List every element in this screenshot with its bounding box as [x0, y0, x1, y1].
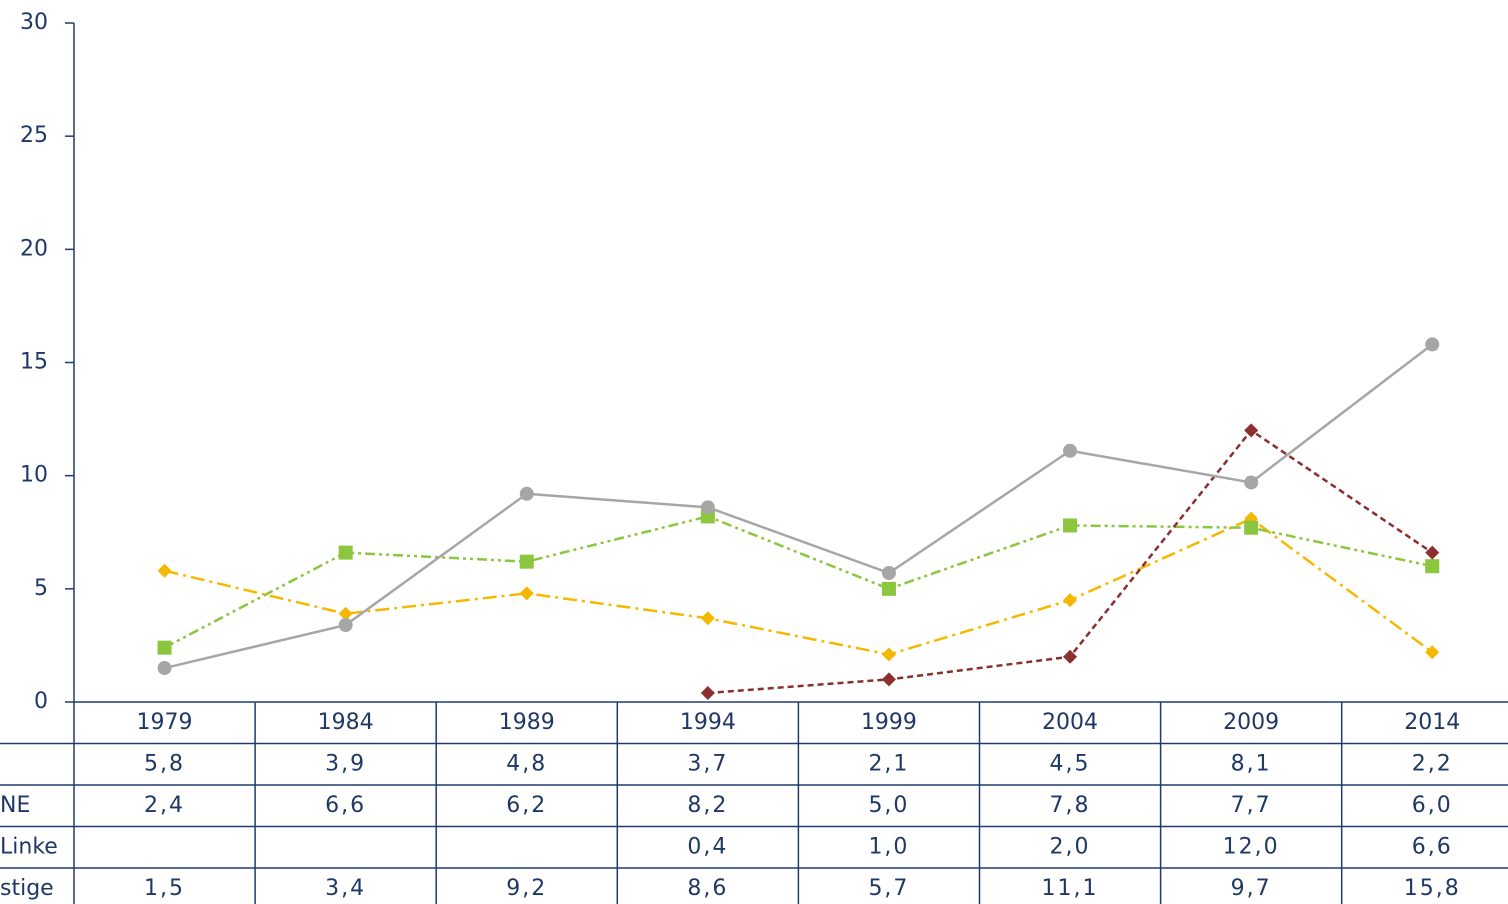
series-line	[164, 343, 1434, 670]
table-value: 8,6	[687, 876, 728, 901]
y-tick-label: 20	[20, 236, 48, 261]
y-tick-label: 10	[20, 463, 48, 488]
table-value: 5,7	[868, 876, 909, 901]
marker	[157, 563, 172, 578]
marker	[1244, 475, 1259, 490]
marker	[700, 611, 715, 626]
table-value: 2,0	[1050, 834, 1091, 859]
series-line	[164, 517, 1433, 656]
table-value: 2,4	[144, 793, 185, 818]
legend-label: NE	[0, 793, 30, 818]
marker	[519, 554, 534, 569]
x-tick-label: 2009	[1223, 710, 1279, 735]
marker	[157, 661, 172, 676]
table-value: 3,4	[325, 876, 366, 901]
x-tick-label: 1979	[137, 710, 193, 735]
table-value: 9,2	[506, 876, 547, 901]
marker	[519, 586, 534, 601]
marker	[881, 565, 896, 580]
table-value: 4,8	[506, 751, 547, 776]
legend-label: Linke	[0, 834, 58, 859]
marker	[1244, 520, 1259, 535]
table-value: 2,2	[1412, 751, 1453, 776]
marker	[1425, 559, 1440, 574]
table-value: 6,2	[506, 793, 547, 818]
x-tick-label: 1989	[499, 710, 555, 735]
table-value: 5,8	[144, 751, 185, 776]
marker	[338, 545, 353, 560]
marker	[881, 581, 896, 596]
marker	[338, 618, 353, 633]
y-tick-label: 5	[34, 576, 48, 601]
table-value: 11,1	[1042, 876, 1099, 901]
series-line	[163, 515, 1433, 649]
table-value: 9,7	[1231, 876, 1272, 901]
table-value: 12,0	[1223, 834, 1280, 859]
marker	[1425, 337, 1440, 352]
marker	[700, 685, 715, 700]
table-value: 0,4	[687, 834, 728, 859]
x-tick-label: 2014	[1404, 710, 1460, 735]
table-value: 4,5	[1050, 751, 1091, 776]
marker	[700, 500, 715, 515]
marker	[1063, 518, 1078, 533]
y-tick-label: 15	[20, 350, 48, 375]
table-value: 7,7	[1231, 793, 1272, 818]
marker	[881, 672, 896, 687]
marker	[1063, 593, 1078, 608]
marker	[1063, 649, 1078, 664]
marker	[519, 486, 534, 501]
table-value: 3,9	[325, 751, 366, 776]
x-tick-label: 1994	[680, 710, 736, 735]
legend-label: stige	[0, 876, 54, 901]
table-value: 2,1	[868, 751, 909, 776]
table-value: 6,6	[1412, 834, 1453, 859]
table-value: 8,2	[687, 793, 728, 818]
table-value: 15,8	[1404, 876, 1461, 901]
y-tick-label: 0	[34, 689, 48, 714]
x-tick-label: 1984	[318, 710, 374, 735]
x-tick-label: 2004	[1042, 710, 1098, 735]
marker	[881, 647, 896, 662]
table-value: 6,0	[1412, 793, 1453, 818]
table-value: 1,5	[144, 876, 185, 901]
y-tick-label: 30	[20, 10, 48, 35]
marker	[1063, 443, 1078, 458]
table-value: 7,8	[1050, 793, 1091, 818]
marker	[1425, 545, 1440, 560]
marker	[1244, 423, 1259, 438]
table-value: 8,1	[1231, 751, 1272, 776]
marker	[338, 606, 353, 621]
y-tick-label: 25	[20, 123, 48, 148]
marker	[157, 640, 172, 655]
table-value: 6,6	[325, 793, 366, 818]
table-value: 1,0	[868, 834, 909, 859]
marker	[1425, 645, 1440, 660]
x-tick-label: 1999	[861, 710, 917, 735]
table-value: 3,7	[687, 751, 728, 776]
table-value: 5,0	[868, 793, 909, 818]
